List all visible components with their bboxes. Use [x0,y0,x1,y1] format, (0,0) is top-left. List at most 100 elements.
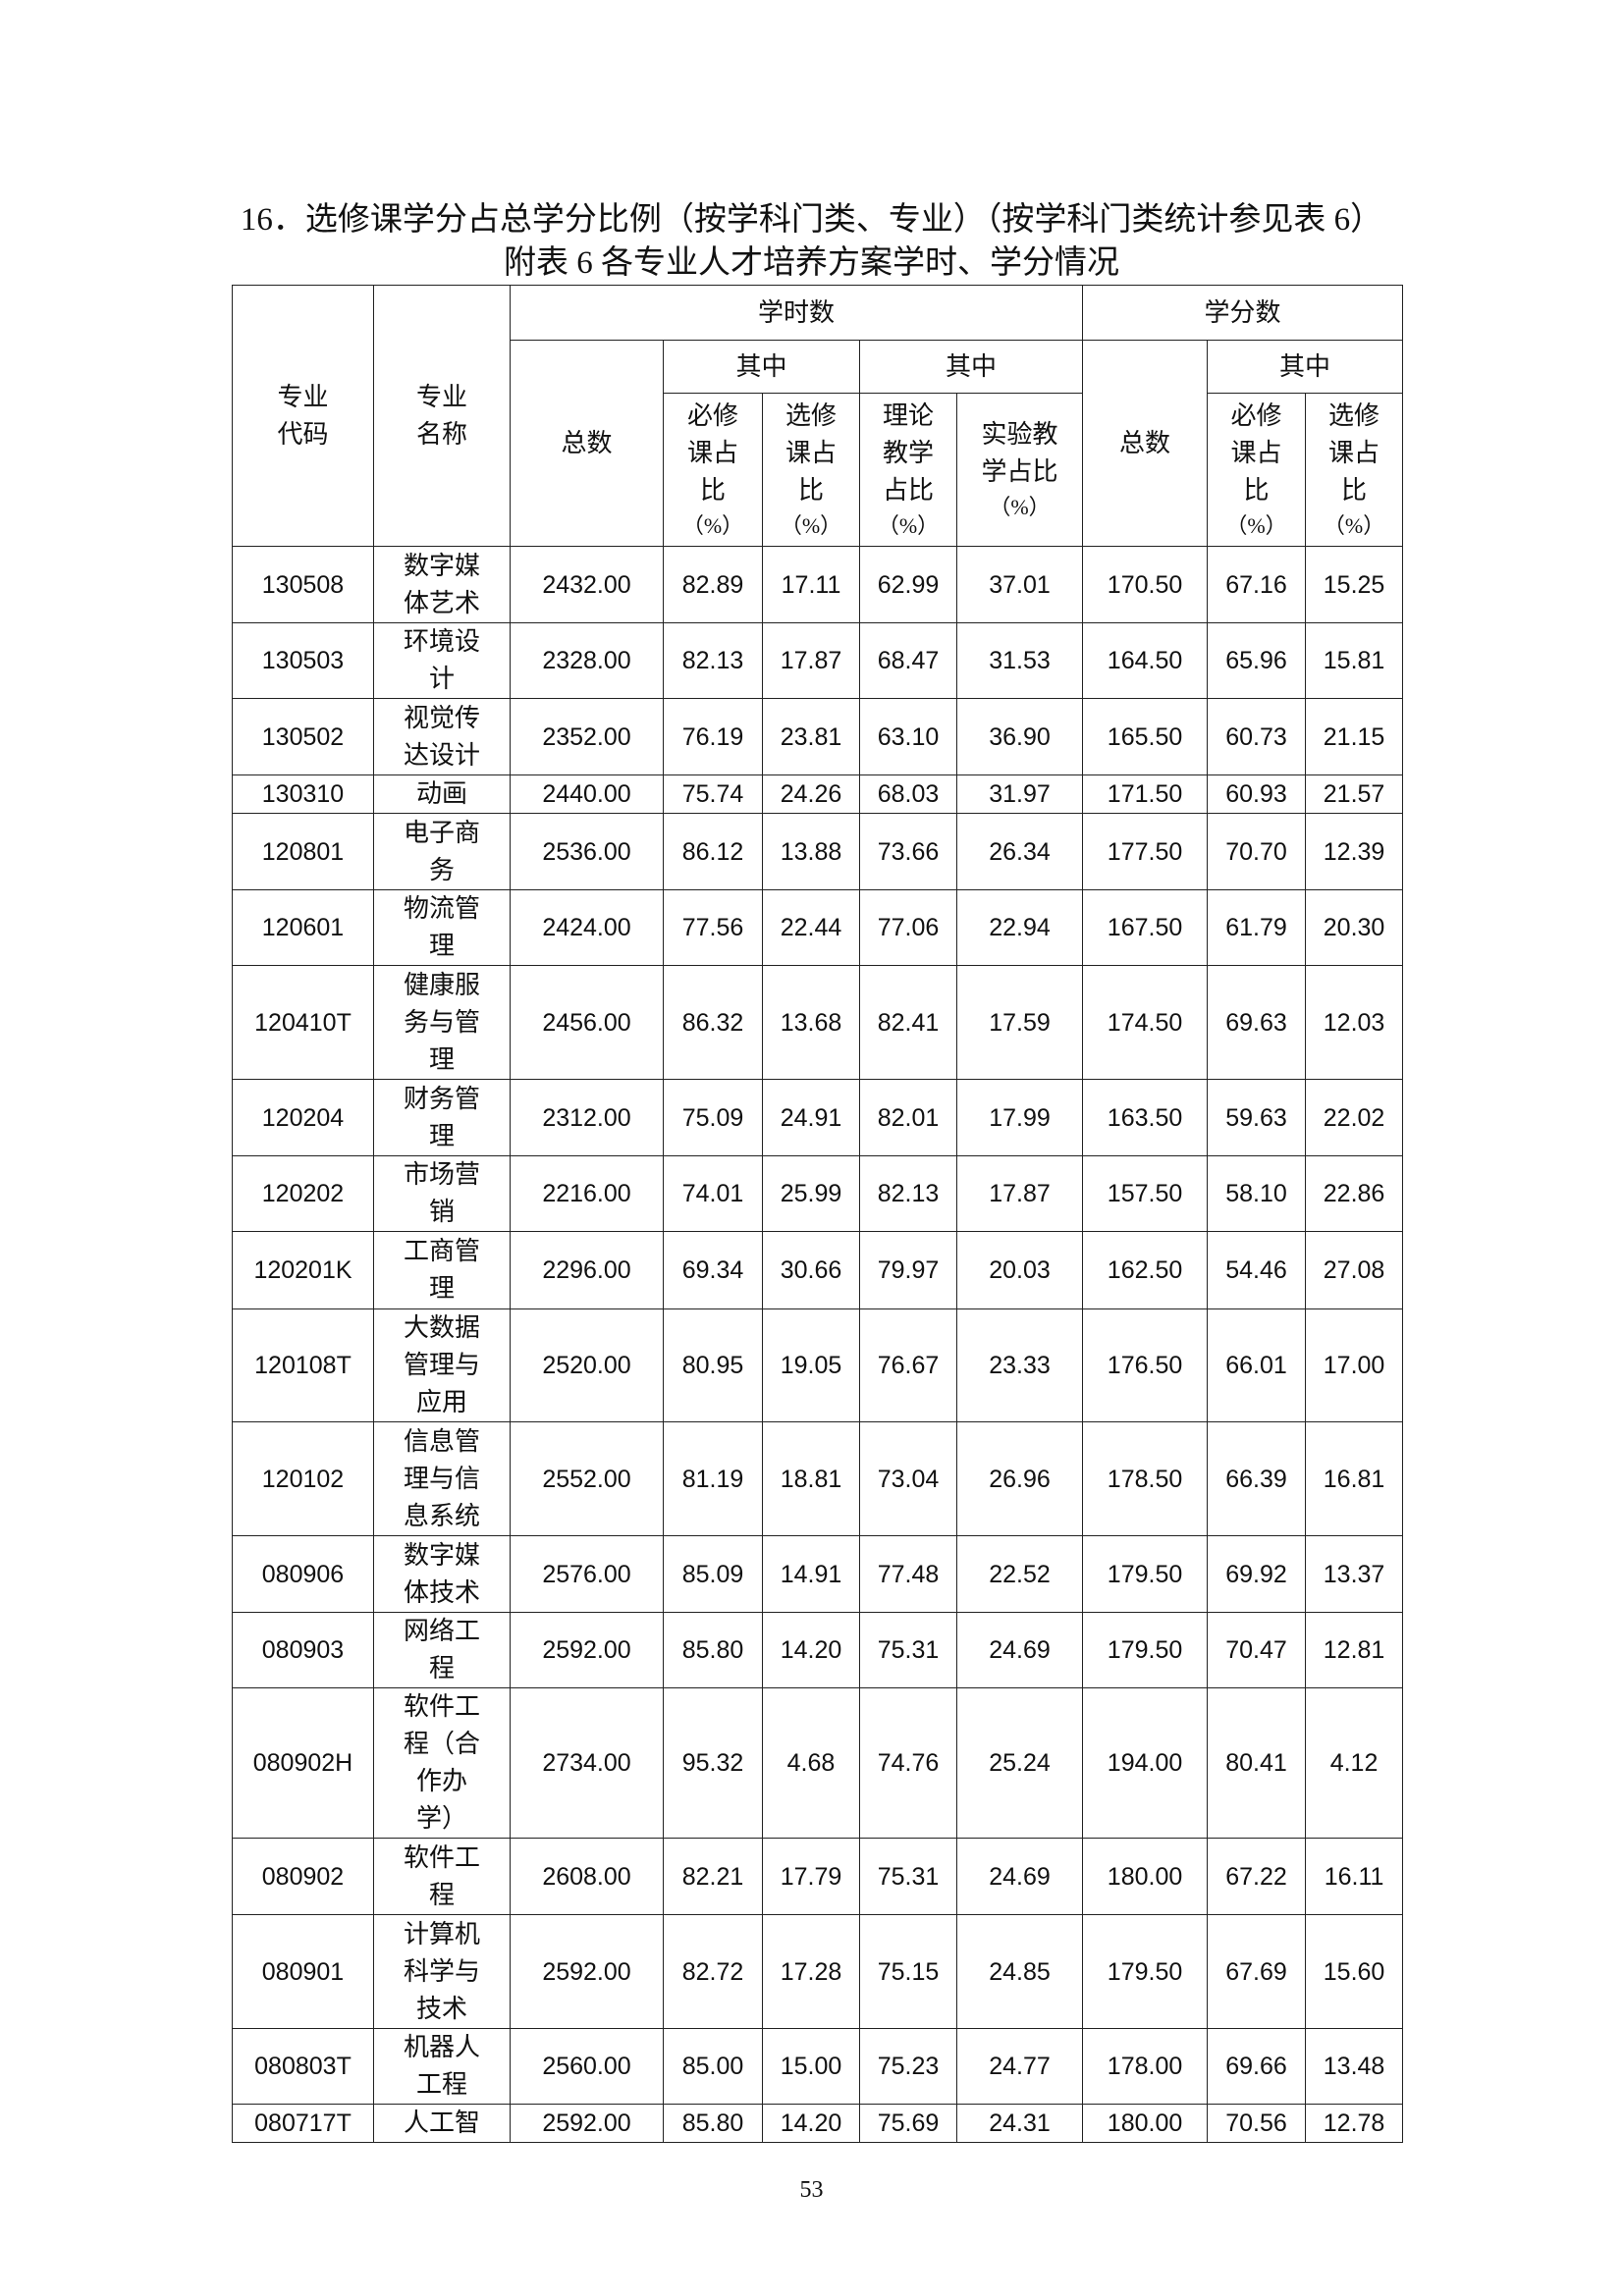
cell-theory-ratio: 68.47 [859,622,957,699]
cell-elective-ratio: 14.20 [762,1612,860,1688]
cell-elective-ratio: 19.05 [762,1308,860,1422]
cell-hours-total: 2734.00 [510,1687,664,1839]
table-row: 120801 电子商务 2536.00 86.12 13.88 73.66 26.34 177… [232,813,1404,890]
cell-credits-total: 180.00 [1082,1838,1209,1915]
cell-elective-ratio: 17.28 [762,1914,860,2029]
cell-code: 130508 [232,546,374,623]
header-lab-ratio: 实验教学占比 （%） [955,393,1084,547]
cell-code: 080906 [232,1535,374,1613]
cell-theory-ratio: 82.01 [859,1079,957,1156]
cell-credits-total: 194.00 [1082,1687,1209,1839]
cell-hours-total: 2536.00 [510,813,664,890]
cell-code: 130503 [232,622,374,699]
cell-name: 动画 [373,774,511,814]
cell-credit-required-ratio: 58.10 [1207,1155,1307,1232]
cell-credits-total: 164.50 [1082,622,1209,699]
cell-credit-elective-ratio: 20.30 [1305,889,1404,966]
cell-code: 120102 [232,1421,374,1536]
cell-name: 网络工程 [373,1612,511,1688]
cell-hours-total: 2328.00 [510,622,664,699]
cell-required-ratio: 85.09 [663,1535,763,1613]
cell-theory-ratio: 73.04 [859,1421,957,1536]
cell-lab-ratio: 24.31 [955,2104,1084,2143]
table-row: 080717T 人工智 2592.00 85.80 14.20 75.69 24.31 180… [232,2104,1404,2143]
cell-theory-ratio: 75.69 [859,2104,957,2143]
cell-credit-required-ratio: 67.22 [1207,1838,1307,1915]
cell-required-ratio: 85.00 [663,2028,763,2105]
cell-lab-ratio: 17.99 [955,1079,1084,1156]
cell-elective-ratio: 23.81 [762,698,860,775]
header-of-which: 其中 [858,340,1084,394]
cell-required-ratio: 69.34 [663,1231,763,1309]
cell-lab-ratio: 22.94 [955,889,1084,966]
cell-name: 环境设计 [373,622,511,699]
header-name: 专业名称 [373,285,511,547]
cell-credit-elective-ratio: 21.57 [1305,774,1404,814]
hours-credits-table: 专业代码 专业名称 学时数 学分数 总数 其中 其中 总数 其中 必修课占比 （%… [232,285,1404,2143]
cell-code: 120108T [232,1308,374,1422]
cell-required-ratio: 82.89 [663,546,763,623]
cell-name: 数字媒体艺术 [373,546,511,623]
cell-name: 人工智 [373,2104,511,2143]
cell-required-ratio: 82.72 [663,1914,763,2029]
cell-hours-total: 2296.00 [510,1231,664,1309]
header-required-ratio: 必修课占比 （%） [663,393,763,547]
cell-elective-ratio: 22.44 [762,889,860,966]
cell-theory-ratio: 75.15 [859,1914,957,2029]
cell-credit-elective-ratio: 12.78 [1305,2104,1404,2143]
cell-name: 视觉传达设计 [373,698,511,775]
cell-code: 080901 [232,1914,374,2029]
page-number: 53 [799,2177,824,2203]
cell-name: 电子商务 [373,813,511,890]
cell-credit-elective-ratio: 4.12 [1305,1687,1404,1839]
header-of-which: 其中 [663,340,860,394]
cell-credit-elective-ratio: 15.60 [1305,1914,1404,2029]
table-row: 120202 市场营销 2216.00 74.01 25.99 82.13 17.87 157… [232,1155,1404,1232]
header-of-which: 其中 [1207,340,1404,394]
cell-credits-total: 170.50 [1082,546,1209,623]
header-credit-required-ratio: 必修课占比 （%） [1207,393,1307,547]
cell-credit-required-ratio: 60.73 [1207,698,1307,775]
cell-elective-ratio: 30.66 [762,1231,860,1309]
cell-lab-ratio: 36.90 [955,698,1084,775]
cell-code: 130310 [232,774,374,814]
cell-code: 080903 [232,1612,374,1688]
table-row: 080902 软件工程 2608.00 82.21 17.79 75.31 24.69 180… [232,1838,1404,1915]
cell-credit-required-ratio: 67.16 [1207,546,1307,623]
cell-name: 软件工程（合作办学） [373,1687,511,1839]
table-body: 130508 数字媒体艺术 2432.00 82.89 17.11 62.99 37.01 1… [232,546,1404,2143]
cell-credit-elective-ratio: 16.81 [1305,1421,1404,1536]
cell-elective-ratio: 13.68 [762,965,860,1080]
cell-elective-ratio: 15.00 [762,2028,860,2105]
cell-code: 130502 [232,698,374,775]
cell-hours-total: 2432.00 [510,546,664,623]
table-row: 130503 环境设计 2328.00 82.13 17.87 68.47 31.53 164… [232,622,1404,699]
table-row: 080903 网络工程 2592.00 85.80 14.20 75.31 24.69 179… [232,1612,1404,1688]
cell-hours-total: 2576.00 [510,1535,664,1613]
cell-required-ratio: 77.56 [663,889,763,966]
cell-credit-elective-ratio: 15.81 [1305,622,1404,699]
cell-credit-required-ratio: 70.47 [1207,1612,1307,1688]
cell-required-ratio: 95.32 [663,1687,763,1839]
cell-credit-required-ratio: 70.70 [1207,813,1307,890]
cell-credit-required-ratio: 69.92 [1207,1535,1307,1613]
cell-credit-elective-ratio: 12.39 [1305,813,1404,890]
header-hours: 学时数 [509,285,1084,341]
header-credits: 学分数 [1082,285,1404,341]
cell-credit-elective-ratio: 13.37 [1305,1535,1404,1613]
table-row: 120108T 大数据管理与应用 2520.00 80.95 19.05 76.67 23.… [232,1308,1404,1422]
section-heading: 16．选修课学分占总学分比例（按学科门类、专业）（按学科门类统计参见表 6） [240,202,1383,238]
cell-required-ratio: 76.19 [663,698,763,775]
cell-required-ratio: 81.19 [663,1421,763,1536]
table-row: 120204 财务管理 2312.00 75.09 24.91 82.01 17.99 163… [232,1079,1404,1156]
cell-hours-total: 2592.00 [510,1914,664,2029]
cell-theory-ratio: 76.67 [859,1308,957,1422]
cell-name: 市场营销 [373,1155,511,1232]
cell-required-ratio: 75.74 [663,774,763,814]
cell-credit-required-ratio: 67.69 [1207,1914,1307,2029]
cell-code: 080717T [232,2104,374,2143]
table-row: 130502 视觉传达设计 2352.00 76.19 23.81 63.10 36.90 1… [232,698,1404,775]
cell-code: 120202 [232,1155,374,1232]
cell-hours-total: 2592.00 [510,2104,664,2143]
cell-hours-total: 2352.00 [510,698,664,775]
